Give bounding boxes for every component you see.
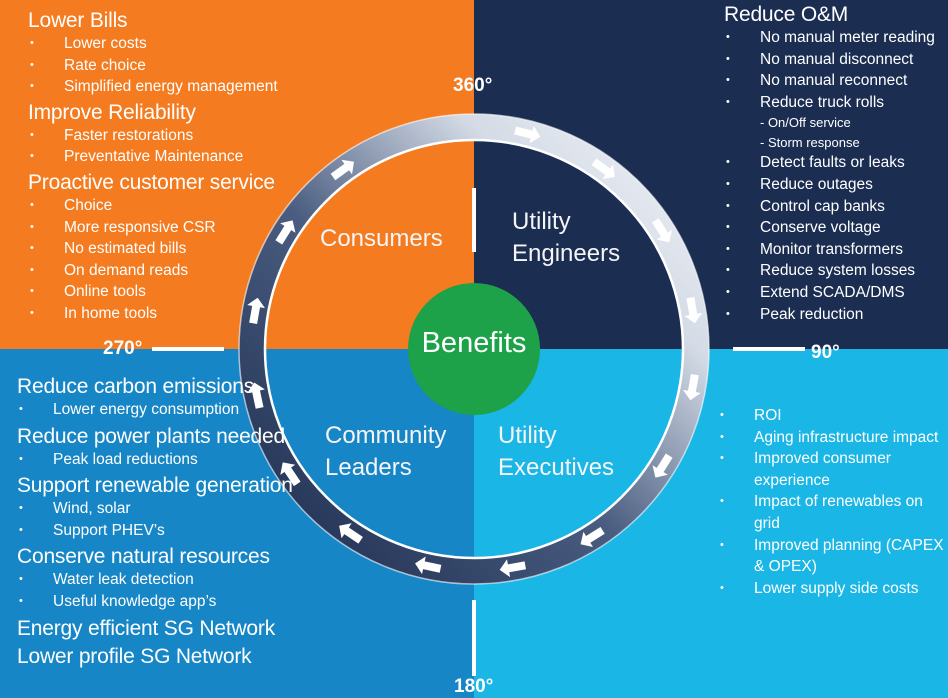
executives-item: Aging infrastructure impact [718,427,944,449]
consumers-label: Consumers [320,225,443,252]
consumers-group-items: Faster restorationsPreventative Maintena… [0,125,330,168]
consumers-group-heading: Improve Reliability [28,100,196,124]
cycle-arrow-icon [330,159,355,181]
consumers-group-item: Rate choice [0,55,330,77]
engineers-subitem: - On/Off service [760,115,851,131]
executives-items: ROIAging infrastructure impactImproved c… [718,405,944,599]
engineers-item: Conserve voltage [724,217,946,239]
community-group-heading: Reduce power plants needed [17,424,285,448]
consumers-group-item: Simplified energy management [0,76,330,98]
engineers-items: No manual meter readingNo manual disconn… [724,27,946,325]
cycle-arrow-icon [683,374,701,401]
consumers-group-item: More responsive CSR [0,217,330,239]
consumers-group-item: Faster restorations [0,125,330,147]
community-group-heading: Support renewable generation [17,474,293,498]
community-group-heading: Energy efficient SG Network [17,616,275,640]
engineers-item: Extend SCADA/DMS [724,282,946,304]
community-group-item: Wind, solar [17,498,347,520]
community-group-item: Useful knowledge app’s [17,591,347,613]
left-tick [152,347,224,351]
engineers-label: Utility Engineers [512,206,620,270]
executives-item: ROI [718,405,944,427]
executives-label-line2: Executives [498,454,615,481]
consumers-group-item: No estimated bills [0,238,330,260]
cycle-arrow-icon [591,158,616,180]
executives-label-line1: Utility [498,422,557,449]
community-group-items: Water leak detectionUseful knowledge app… [17,569,347,612]
executives-benefits-list: ROIAging infrastructure impactImproved c… [718,405,944,599]
cycle-arrow-icon [499,559,526,578]
degree-180-label: 180° [454,676,494,697]
cycle-arrow-icon [652,453,673,478]
consumers-group-item: On demand reads [0,260,330,282]
cycle-arrow-icon [580,527,605,548]
executives-item: Impact of renewables on grid [718,491,944,534]
community-group-item: Water leak detection [17,569,347,591]
engineers-subitem: - Storm response [760,134,860,150]
ring-inner-edge [263,138,685,560]
engineers-item: Reduce truck rolls [724,92,946,114]
consumers-group-item: Choice [0,195,330,217]
top-tick [472,188,476,252]
consumers-group-items: ChoiceMore responsive CSRNo estimated bi… [0,195,330,325]
engineers-item: Control cap banks [724,196,946,218]
consumers-group-item: In home tools [0,303,330,325]
community-group-item: Peak load reductions [17,449,347,471]
degree-360-label: 360° [453,75,493,96]
community-group-items: Wind, solarSupport PHEV’s [17,498,347,541]
ring-outer-edge [238,113,710,585]
engineers-label-line1: Utility [512,208,571,235]
community-group-item: Support PHEV’s [17,520,347,542]
community-group-heading: Conserve natural resources [17,545,270,569]
benefits-circle [408,283,540,415]
consumers-group-heading: Lower Bills [28,9,128,32]
engineers-item: Reduce system losses [724,260,946,282]
community-label: Community Leaders [325,420,446,484]
bottom-tick [472,600,476,676]
engineers-heading: Reduce O&M [724,3,849,26]
executives-item: Improved planning (CAPEX & OPEX) [718,535,944,578]
degree-90-label: 90° [811,342,840,363]
cycle-arrow-icon [652,218,673,243]
degree-270-label: 270° [103,338,143,359]
engineers-item: No manual reconnect [724,70,946,92]
community-group-items: Lower energy consumption [17,399,347,421]
executives-item: Lower supply side costs [718,578,944,600]
community-group-item: Lower energy consumption [17,399,347,421]
ring-band [239,114,709,584]
engineers-item: No manual meter reading [724,27,946,49]
executives-item: Improved consumer experience [718,448,944,491]
engineers-benefits-list: Reduce O&MNo manual meter readingNo manu… [724,2,946,325]
consumers-group-items: Lower costsRate choiceSimplified energy … [0,33,330,98]
community-group-items: Peak load reductions [17,449,347,471]
engineers-item: Detect faults or leaks [724,152,946,174]
cycle-arrow-icon [415,556,442,575]
consumers-benefits-list: Lower BillsLower costsRate choiceSimplif… [0,8,330,325]
engineers-item: No manual disconnect [724,49,946,71]
community-group-heading: Lower profile SG Network [17,644,252,668]
consumers-group-item: Online tools [0,281,330,303]
engineers-item: Reduce outages [724,174,946,196]
engineers-item: Monitor transformers [724,239,946,261]
engineers-label-line2: Engineers [512,240,621,267]
cycle-arrow-icon [684,297,703,324]
consumers-group-item: Preventative Maintenance [0,146,330,168]
cycle-arrow-icon [514,125,541,144]
community-benefits-list: Reduce carbon emissionsLower energy cons… [17,374,347,669]
benefits-label: Benefits [421,327,527,359]
community-label-line1: Community [325,422,447,449]
engineers-item: Peak reduction [724,304,946,326]
executives-label: Utility Executives [498,420,614,484]
consumers-group-heading: Proactive customer service [28,170,275,194]
right-tick [733,347,805,351]
consumers-group-item: Lower costs [0,33,330,55]
community-group-heading: Reduce carbon emissions [17,375,255,398]
